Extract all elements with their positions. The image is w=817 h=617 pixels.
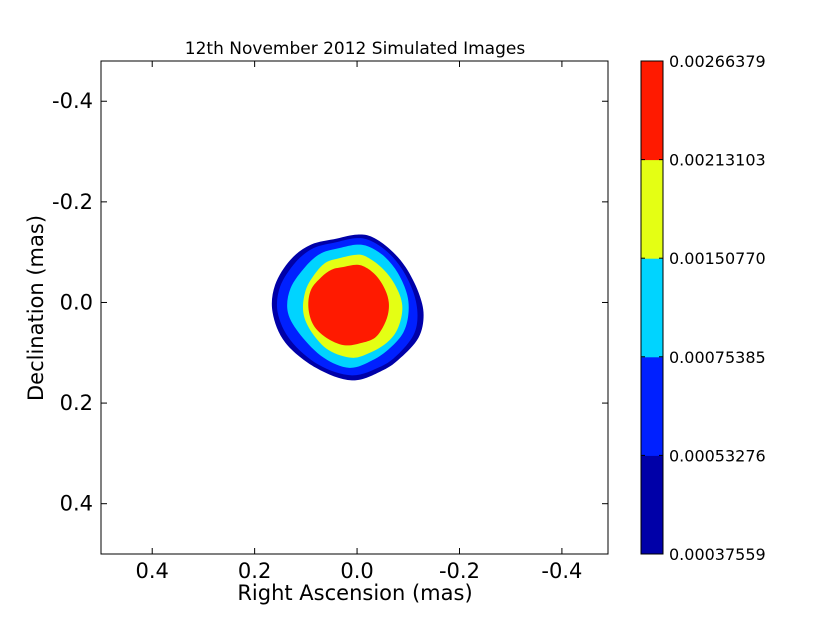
colorbar-tick-label: 0.00053276 <box>669 446 766 465</box>
x-tick-label: -0.4 <box>541 559 582 583</box>
x-tick-label: 0.0 <box>340 559 373 583</box>
colorbar-tick-label: 0.00150770 <box>669 249 766 268</box>
colorbar: 0.00037559 0.00053276 0.00075385 0.00150770… <box>640 52 766 564</box>
colorbar-segment-5 <box>641 61 663 161</box>
y-axis-label: Declination (mas) <box>24 215 48 401</box>
x-tick-label: 0.4 <box>136 559 169 583</box>
x-tick-label: 0.2 <box>238 559 271 583</box>
colorbar-tick-label: 0.00213103 <box>669 151 766 170</box>
chart-title: 12th November 2012 Simulated Images <box>185 39 526 59</box>
y-tick-label: -0.2 <box>52 190 93 214</box>
colorbar-frame <box>640 60 664 555</box>
contour-region-5 <box>308 264 389 346</box>
plot-area: 0.4 0.2 0.0 -0.2 -0.4 -0.4 -0.2 0.0 0.2 0.4 <box>52 60 609 583</box>
x-tick-label: -0.2 <box>439 559 480 583</box>
colorbar-segment-1 <box>641 455 663 555</box>
colorbar-tick-label: 0.00075385 <box>669 348 766 367</box>
y-tick-label: -0.4 <box>52 89 93 113</box>
colorbar-segment-2 <box>641 356 663 456</box>
colorbar-tick-label: 0.00266379 <box>669 52 766 71</box>
y-tick-label: 0.0 <box>60 290 93 314</box>
contour-layer <box>271 234 424 381</box>
y-tick-label: 0.4 <box>60 492 93 516</box>
x-axis-ticks: 0.4 0.2 0.0 -0.2 -0.4 <box>136 61 582 583</box>
colorbar-segment-4 <box>641 159 663 259</box>
y-tick-label: 0.2 <box>60 391 93 415</box>
colorbar-tick-label: 0.00037559 <box>669 545 766 564</box>
x-axis-label: Right Ascension (mas) <box>237 581 472 605</box>
colorbar-segment-3 <box>641 258 663 358</box>
y-axis-ticks: -0.4 -0.2 0.0 0.2 0.4 <box>52 89 608 516</box>
plot-frame <box>100 60 609 555</box>
